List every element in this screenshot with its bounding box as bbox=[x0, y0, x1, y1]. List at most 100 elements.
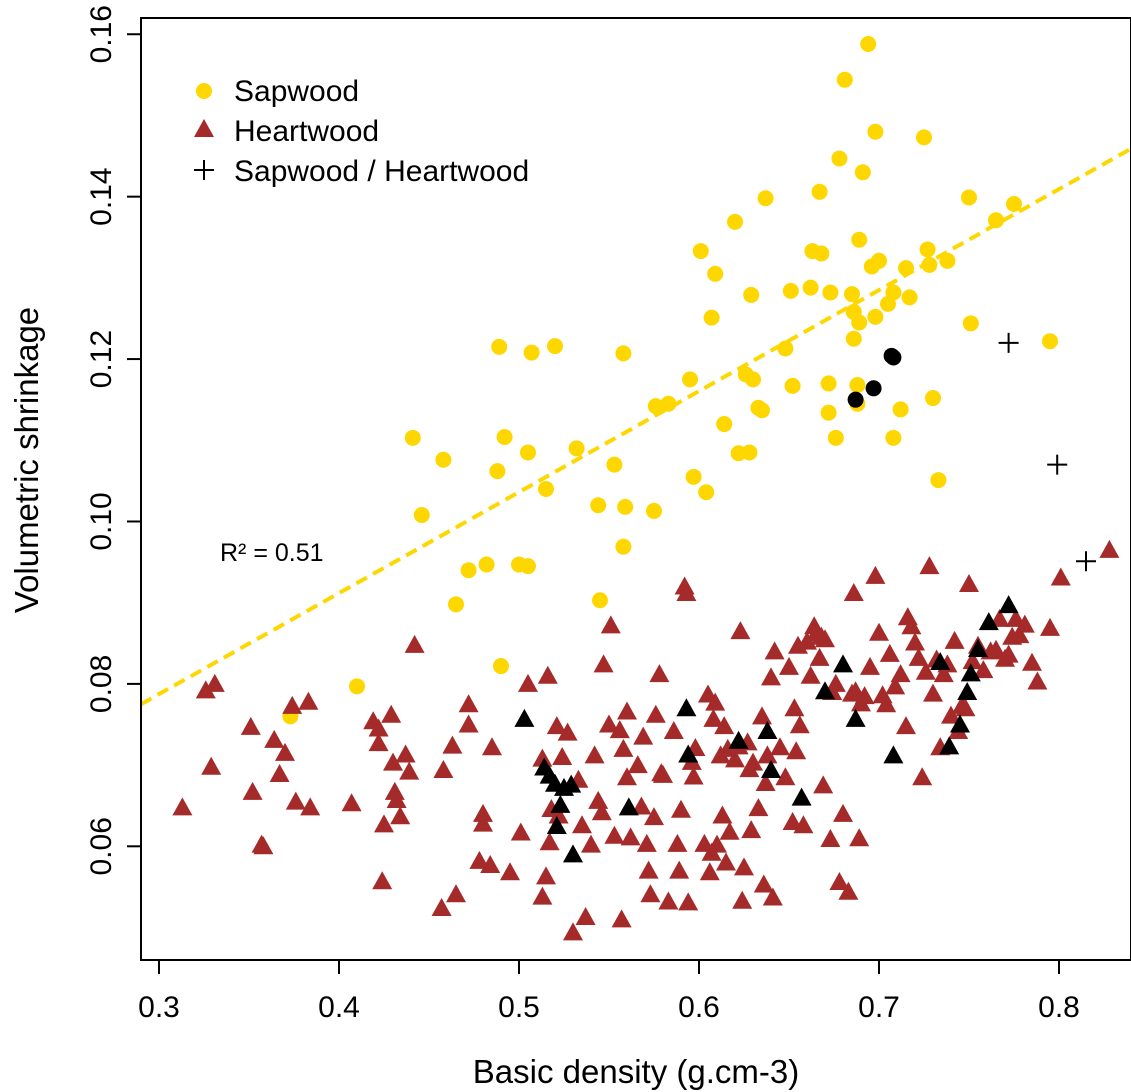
data-point bbox=[703, 309, 720, 326]
data-point bbox=[253, 836, 274, 855]
data-point bbox=[727, 213, 743, 230]
data-point bbox=[923, 683, 943, 702]
data-point bbox=[671, 799, 691, 818]
data-point bbox=[532, 886, 553, 905]
data-point bbox=[269, 764, 290, 783]
data-point bbox=[682, 371, 698, 388]
data-point bbox=[843, 582, 864, 601]
data-point bbox=[860, 656, 880, 675]
data-point bbox=[698, 484, 715, 501]
data-point bbox=[802, 279, 819, 296]
data-point bbox=[606, 456, 623, 473]
data-point bbox=[930, 651, 951, 670]
data-point bbox=[491, 338, 508, 355]
data-point bbox=[636, 833, 657, 852]
data-point bbox=[275, 742, 295, 761]
data-point bbox=[1014, 614, 1035, 633]
data-point bbox=[754, 402, 770, 419]
data-point bbox=[496, 429, 513, 446]
data-point bbox=[761, 759, 781, 778]
data-point bbox=[707, 265, 724, 282]
data-point bbox=[649, 664, 670, 683]
legend-item-sapwood: Sapwood bbox=[196, 75, 359, 108]
data-point bbox=[730, 621, 751, 640]
data-point bbox=[833, 803, 853, 822]
data-point bbox=[944, 630, 965, 649]
data-point bbox=[1022, 652, 1042, 671]
data-point bbox=[1027, 671, 1048, 690]
data-point bbox=[885, 284, 902, 301]
data-point bbox=[1040, 617, 1060, 636]
data-point bbox=[930, 472, 947, 489]
data-point bbox=[838, 881, 859, 900]
data-point bbox=[815, 681, 835, 700]
x-tick-label: 0.6 bbox=[678, 991, 720, 1024]
data-point bbox=[600, 615, 621, 634]
data-point bbox=[413, 506, 430, 523]
data-point bbox=[782, 282, 799, 299]
data-point bbox=[716, 852, 736, 871]
data-point bbox=[404, 634, 425, 653]
x-axis-label: Basic density (g.cm-3) bbox=[473, 1053, 799, 1090]
data-point bbox=[1042, 333, 1058, 350]
data-point bbox=[448, 596, 464, 613]
data-point bbox=[395, 744, 416, 763]
data-point bbox=[520, 444, 536, 461]
data-point bbox=[786, 741, 807, 760]
data-point bbox=[386, 790, 407, 809]
data-point bbox=[865, 565, 886, 584]
data-point bbox=[480, 854, 501, 873]
data-point bbox=[714, 716, 735, 735]
data-point bbox=[851, 314, 868, 331]
data-point bbox=[901, 289, 918, 306]
data-point bbox=[921, 256, 938, 273]
data-point bbox=[172, 797, 193, 816]
data-point bbox=[667, 833, 688, 852]
data-point bbox=[770, 737, 790, 756]
data-point bbox=[646, 502, 662, 519]
data-point bbox=[1076, 551, 1096, 572]
data-point bbox=[592, 592, 608, 609]
data-point bbox=[789, 715, 810, 734]
legend-triangle-icon bbox=[194, 119, 214, 137]
data-point bbox=[473, 813, 493, 832]
data-point bbox=[892, 401, 909, 418]
legend-label: Heartwood bbox=[234, 115, 379, 148]
data-point bbox=[820, 404, 837, 421]
data-point bbox=[381, 704, 402, 723]
data-point bbox=[368, 718, 389, 737]
r-squared-annotation: R² = 0.51 bbox=[220, 539, 324, 567]
data-point bbox=[546, 816, 567, 835]
y-tick-label: 0.08 bbox=[85, 655, 118, 713]
data-point bbox=[941, 705, 961, 724]
x-tick-label: 0.7 bbox=[858, 991, 900, 1024]
data-point bbox=[732, 890, 753, 909]
data-point bbox=[532, 748, 553, 767]
x-tick-label: 0.8 bbox=[1038, 991, 1080, 1024]
data-point bbox=[604, 825, 625, 844]
data-point bbox=[705, 692, 726, 711]
data-point bbox=[683, 766, 704, 785]
data-point bbox=[615, 538, 632, 555]
y-axis-label: Volumetric shrinkage bbox=[8, 307, 45, 613]
data-point bbox=[933, 664, 954, 683]
data-points bbox=[172, 35, 1120, 941]
data-point bbox=[482, 737, 502, 756]
data-point bbox=[860, 35, 877, 52]
data-point bbox=[404, 429, 421, 446]
data-point bbox=[676, 698, 697, 717]
data-point bbox=[879, 643, 900, 662]
data-point bbox=[869, 622, 889, 641]
data-point bbox=[901, 616, 922, 635]
data-point bbox=[961, 189, 977, 206]
data-point bbox=[645, 704, 666, 723]
data-point bbox=[849, 828, 870, 847]
data-point bbox=[478, 556, 495, 573]
data-point bbox=[678, 892, 699, 911]
data-point bbox=[653, 764, 673, 783]
data-point bbox=[618, 797, 639, 816]
data-point bbox=[669, 860, 690, 879]
data-point bbox=[552, 746, 573, 765]
data-point bbox=[568, 440, 585, 457]
data-point bbox=[399, 761, 420, 780]
